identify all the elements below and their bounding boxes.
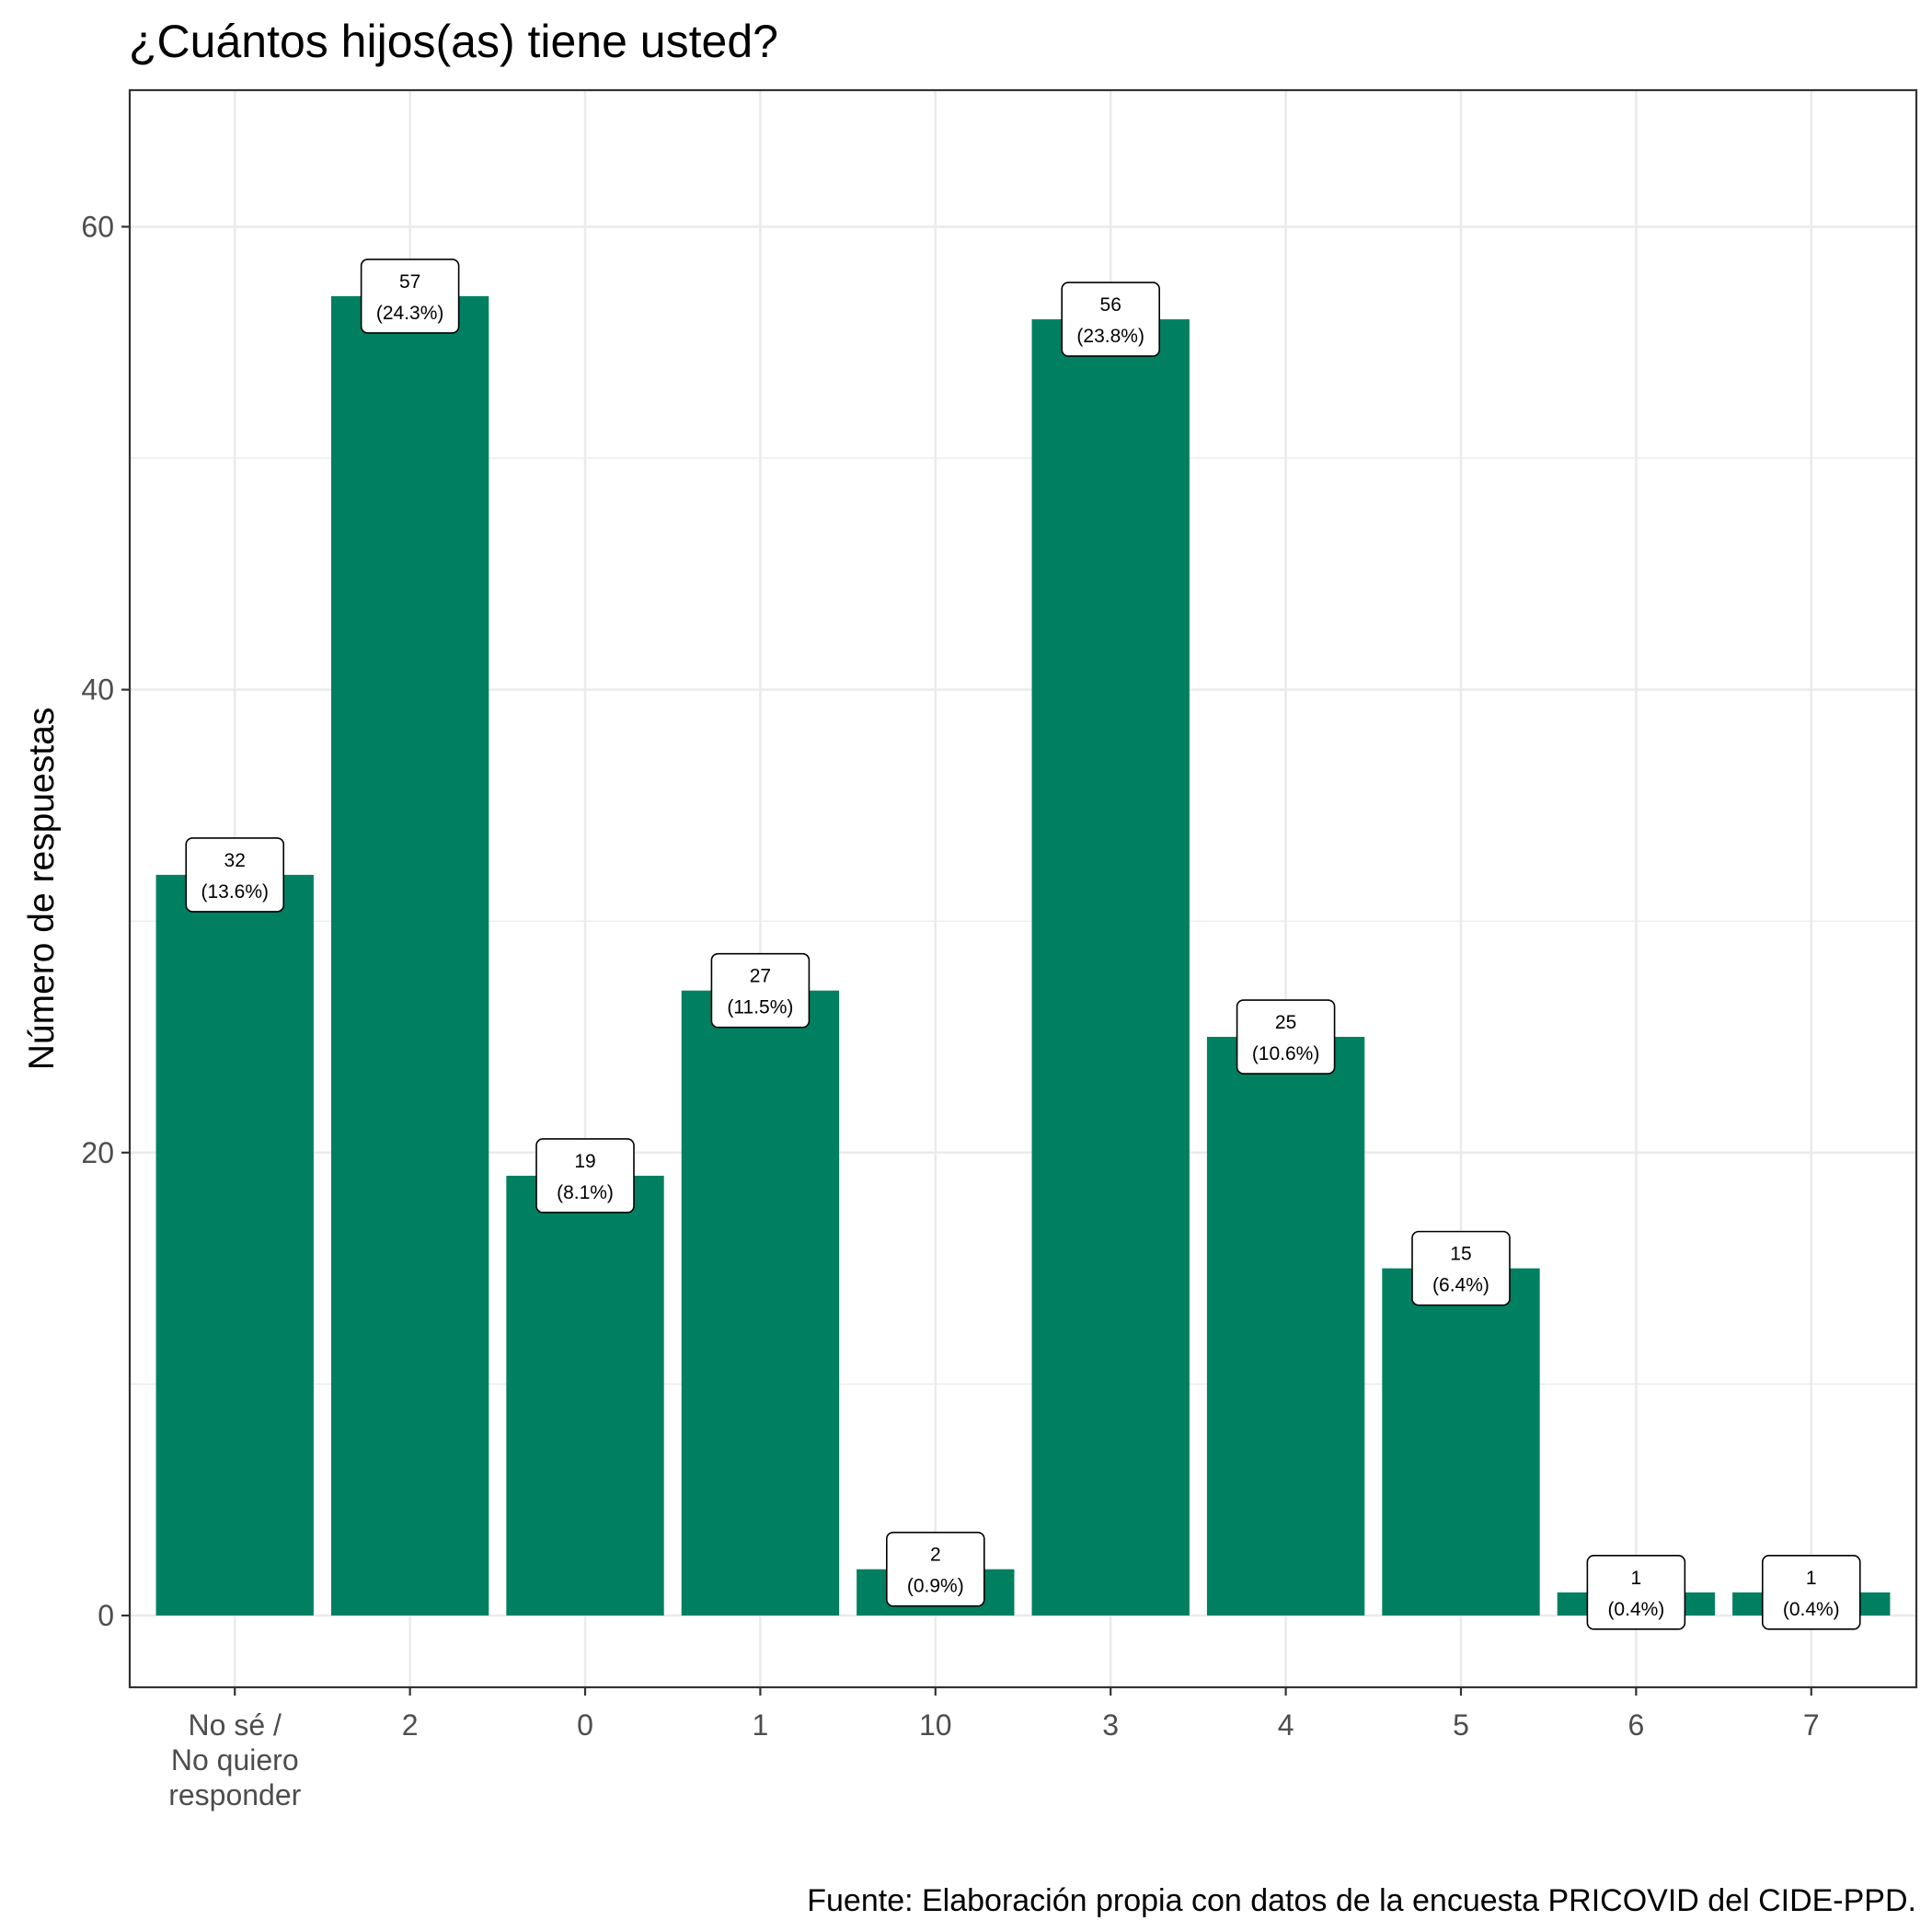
y-tick-label: 0 <box>98 1599 114 1632</box>
data-label-percent: (11.5%) <box>727 997 793 1018</box>
x-tick-label-line: 7 <box>1803 1708 1820 1742</box>
x-tick-label-line: No quiero <box>171 1743 299 1777</box>
data-label-percent: (10.6%) <box>1252 1043 1320 1064</box>
x-tick-label: 7 <box>1803 1708 1820 1742</box>
data-label-percent: (24.3%) <box>376 303 444 324</box>
x-tick-label-line: 2 <box>402 1708 419 1742</box>
x-tick-label: No sé / No quiero responder <box>168 1708 301 1811</box>
data-label-count: 2 <box>930 1545 941 1566</box>
y-tick-label: 20 <box>81 1136 114 1169</box>
data-label-box <box>1061 282 1160 357</box>
y-axis-title: Número de respuestas <box>22 707 62 1071</box>
bar <box>1382 1268 1540 1616</box>
data-label-percent: (23.8%) <box>1076 326 1144 347</box>
data-label-percent: (8.1%) <box>557 1182 614 1203</box>
x-tick-label-line: 4 <box>1278 1708 1294 1742</box>
data-label-percent: (0.9%) <box>907 1576 964 1597</box>
data-label-box <box>1236 999 1336 1075</box>
data-label-count: 27 <box>750 966 771 987</box>
data-label-count: 15 <box>1450 1244 1471 1265</box>
bars <box>155 295 1891 1616</box>
data-label-count: 1 <box>1631 1568 1642 1589</box>
bar <box>1031 319 1190 1616</box>
x-tick-label: 5 <box>1453 1708 1469 1742</box>
x-tick-label: 0 <box>577 1708 593 1742</box>
x-tick-label: 2 <box>402 1708 419 1742</box>
data-label-count: 19 <box>574 1151 595 1172</box>
x-tick-label: 6 <box>1627 1708 1644 1742</box>
x-tick-label-line: 6 <box>1627 1708 1644 1742</box>
bar <box>1206 1037 1365 1616</box>
data-label-count: 32 <box>224 850 246 871</box>
x-tick-label-line: No sé / <box>189 1708 282 1742</box>
y-tick-label: 40 <box>81 673 114 707</box>
source-caption: Fuente: Elaboración propia con datos de … <box>807 1883 1916 1918</box>
x-tick-label-line: 10 <box>919 1708 952 1742</box>
bar <box>155 874 314 1616</box>
data-label-count: 56 <box>1100 294 1121 316</box>
plot-border <box>128 88 1918 1689</box>
data-label-percent: (13.6%) <box>201 881 269 903</box>
data-label-box <box>360 259 460 334</box>
data-label-count: 57 <box>399 271 420 293</box>
x-tick-label-line: 5 <box>1453 1708 1469 1742</box>
data-label-count: 25 <box>1275 1012 1296 1033</box>
data-label-box <box>886 1531 985 1607</box>
data-labels: 32 (13.6%) 57 (24.3%) 19 (8.1%) 27 (11.5%) 2 (0.9… <box>185 259 1861 1630</box>
data-label-box <box>1411 1230 1511 1306</box>
data-label-box <box>710 952 811 1029</box>
data-label-percent: (0.4%) <box>1607 1599 1664 1620</box>
bar <box>506 1175 664 1616</box>
x-tick-label: 10 <box>919 1708 952 1742</box>
data-label-count: 1 <box>1806 1568 1817 1589</box>
x-tick-label-line: 3 <box>1102 1708 1119 1742</box>
chart-title: ¿Cuántos hijos(as) tiene usted? <box>129 16 778 67</box>
x-tick-label: 1 <box>753 1708 769 1742</box>
x-tick-label: 4 <box>1278 1708 1294 1742</box>
data-label-box <box>535 1138 635 1213</box>
data-label-percent: (0.4%) <box>1783 1599 1840 1620</box>
x-tick-label: 3 <box>1102 1708 1119 1742</box>
data-label-box <box>1761 1555 1861 1630</box>
data-label-percent: (6.4%) <box>1432 1275 1489 1296</box>
bar <box>330 295 489 1616</box>
x-tick-label-line: 1 <box>753 1708 769 1742</box>
bar <box>681 990 840 1616</box>
data-label-box <box>1586 1555 1686 1630</box>
data-label-box <box>185 837 285 913</box>
x-tick-label-line: 0 <box>577 1708 593 1742</box>
x-tick-label-line: responder <box>168 1778 301 1811</box>
y-tick-label: 60 <box>81 210 114 243</box>
